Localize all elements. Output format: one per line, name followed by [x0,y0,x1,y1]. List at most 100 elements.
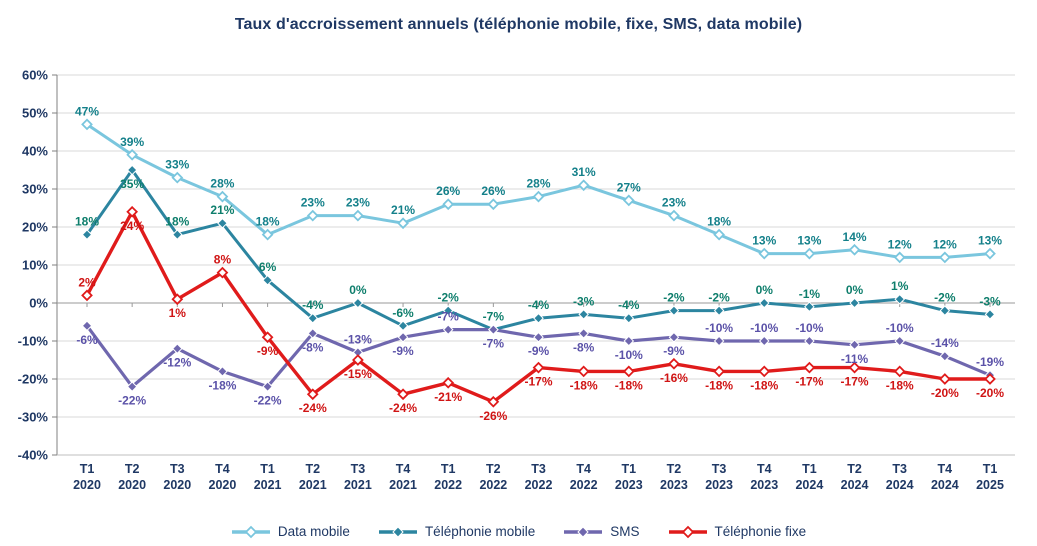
data-label-telephonie-mobile: -6% [392,306,414,320]
marker-sms [939,350,951,362]
data-label-telephonie-mobile: 18% [75,215,99,229]
x-category-label: T4 2021 [389,462,417,492]
marker-sms [397,331,409,343]
y-tick-label: 60% [22,68,48,83]
x-category-label: T1 2024 [795,462,823,492]
marker-telephonie-fixe [261,331,274,344]
marker-telephonie-fixe [848,361,861,374]
data-label-sms: -11% [841,352,869,366]
marker-telephonie-mobile [849,297,860,309]
data-label-data-mobile: 21% [391,203,415,217]
marker-telephonie-fixe [893,365,906,378]
marker-telephonie-fixe [758,365,771,378]
data-label-sms: -6% [76,333,98,347]
x-category-label: T1 2025 [976,462,1004,492]
marker-sms [713,335,725,347]
data-label-sms: -22% [254,394,282,408]
marker-telephonie-mobile [578,309,589,320]
marker-sms [623,335,635,347]
x-category-label: T2 2023 [660,462,688,492]
x-category-label: T1 2022 [434,462,462,492]
data-label-telephonie-mobile: -4% [302,298,324,312]
data-label-data-mobile: 12% [933,237,957,251]
marker-data-mobile [938,251,951,264]
y-axis-tick-labels: -40% -30% -20% -10% 0% 10% 20% 30% 40% 50% 60% [18,68,49,463]
data-label-telephonie-mobile: -2% [708,291,730,305]
x-category-label: T3 2023 [705,462,733,492]
data-label-sms: -8% [302,340,324,354]
marker-telephonie-fixe [397,388,409,401]
marker-sms [126,381,138,392]
data-label-sms: -10% [886,321,914,335]
legend-marker-telephonie-fixe [668,525,707,538]
data-label-sms: -9% [663,344,685,358]
marker-sms [307,328,319,339]
marker-telephonie-fixe [803,361,816,374]
marker-data-mobile [216,190,229,203]
data-label-telephonie-fixe: -18% [615,378,643,392]
data-label-data-mobile: 27% [617,180,641,194]
gridlines [57,74,1015,456]
legend-item-telephonie-fixe: Téléphonie fixe [668,524,806,539]
y-tick-label: -40% [18,448,49,463]
data-label-sms: -10% [795,321,823,335]
y-tick-label: 20% [22,220,48,235]
data-label-telephonie-mobile: -2% [663,291,685,305]
data-label-telephonie-mobile: -1% [799,287,821,301]
marker-telephonie-fixe [306,388,319,401]
x-category-label: T1 2020 [73,462,101,492]
marker-telephonie-fixe [171,293,184,306]
marker-data-mobile [126,148,139,161]
data-label-telephonie-fixe: -17% [524,375,552,389]
x-category-label: T3 2024 [886,462,914,492]
marker-data-mobile [397,217,409,230]
data-label-telephonie-fixe: -18% [705,378,733,392]
marker-telephonie-fixe [81,289,93,302]
data-label-data-mobile: 14% [843,230,867,244]
data-label-data-mobile: 39% [120,135,144,149]
marker-sms [81,320,93,332]
data-label-telephonie-fixe: 1% [169,306,187,320]
data-label-data-mobile: 47% [75,104,99,118]
marker-telephonie-fixe [442,376,455,389]
marker-data-mobile [622,194,635,207]
marker-data-mobile [81,118,93,131]
marker-telephonie-mobile [442,305,454,316]
data-label-telephonie-fixe: -18% [886,378,914,392]
legend-item-telephonie-mobile: Téléphonie mobile [378,524,535,539]
marker-data-mobile [984,247,996,260]
marker-sms [894,335,906,347]
data-label-sms: -10% [705,321,733,335]
marker-sms [262,381,273,392]
legend-marker-data-mobile [231,525,270,538]
series-markers [81,118,996,408]
y-tick-label: -30% [18,410,49,425]
marker-telephonie-mobile [984,309,996,320]
marker-telephonie-mobile [307,312,319,324]
legend-label: Téléphonie mobile [424,524,536,539]
data-label-sms: -10% [615,348,643,362]
data-label-data-mobile: 26% [481,184,505,198]
marker-sms [217,366,228,377]
x-category-label: T3 2020 [163,462,191,492]
data-label-sms: -18% [208,378,236,392]
marker-sms [442,324,454,335]
data-label-telephonie-fixe: -20% [931,386,959,400]
data-label-telephonie-mobile: 0% [846,283,864,297]
data-label-telephonie-fixe: -26% [479,409,507,423]
data-label-telephonie-mobile: 1% [891,279,909,293]
marker-telephonie-mobile [171,229,183,240]
data-label-sms: -8% [573,340,595,354]
data-label-data-mobile: 23% [662,196,686,210]
marker-sms [488,324,499,335]
data-label-telephonie-mobile: -7% [483,310,505,324]
marker-telephonie-mobile [81,229,93,240]
marker-data-mobile [577,179,590,192]
data-label-telephonie-fixe: -15% [344,367,372,381]
data-label-sms: -14% [931,336,959,350]
x-category-label: T3 2022 [525,462,553,492]
marker-telephonie-fixe [532,361,545,374]
marker-telephonie-fixe [216,266,229,279]
chart-legend: Data mobile Téléphonie mobile SMS Téléphoni… [0,524,1037,539]
legend-marker-telephonie-mobile [378,525,417,538]
